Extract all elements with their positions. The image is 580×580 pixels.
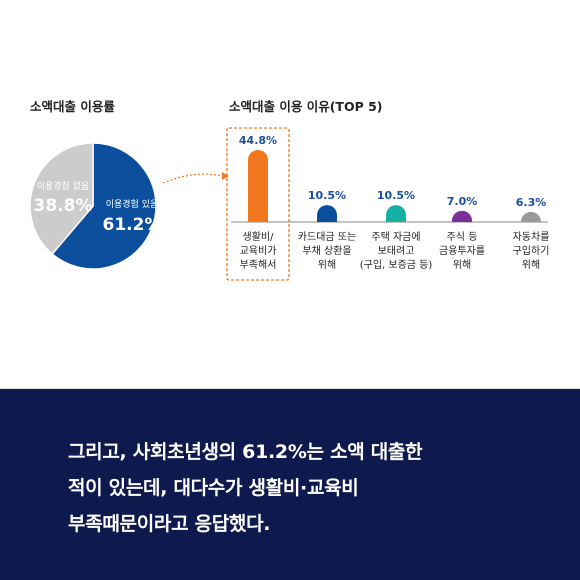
bar-category-line: 생활비/ xyxy=(243,230,275,243)
caption-line-2: 적이 있는데, 대다수가 생활비·교육비 xyxy=(68,477,359,499)
chart-panel: 소액대출 이용률 소액대출 이용 이유(TOP 5) 이용경험 있음 61.2% 이… xyxy=(0,99,580,389)
pie-chart: 이용경험 있음 61.2% 이용경험 없음 38.8% xyxy=(29,142,229,270)
bar-category-line: 금융투자를 xyxy=(439,245,485,257)
pie-to-bar-connector xyxy=(162,173,223,184)
bar-category-line: 부족해서 xyxy=(240,258,277,271)
pie-slice xyxy=(29,142,94,256)
bar-chart-title: 소액대출 이용 이유(TOP 5) xyxy=(229,99,383,114)
bar xyxy=(248,150,268,222)
bar-value-label: 10.5% xyxy=(308,189,346,202)
bar-category-line: 구입하기 xyxy=(513,244,550,257)
bar-category-label: 자동차를 구입하기 위해 xyxy=(513,231,550,271)
caption-line-3: 부족때문이라고 응답했다. xyxy=(68,513,271,535)
bar-category-line: 보태려고 xyxy=(378,245,415,257)
caption-line-1: 그리고, 사회초년생의 61.2%는 소액 대출한 xyxy=(68,441,423,463)
bar-category-line: 카드대금 또는 xyxy=(298,231,356,243)
bar xyxy=(521,211,541,222)
bar-category-line: 주택 자금에 xyxy=(371,231,420,243)
connector-arrowhead xyxy=(222,172,229,180)
pie-slice-value: 61.2% xyxy=(103,215,162,235)
bar-category-line: 주식 등 xyxy=(447,231,478,243)
bar-category-label: 생활비/교육비가 부족해서 xyxy=(240,230,277,271)
highlight-box xyxy=(226,127,290,281)
bar-category-line: 위해 xyxy=(522,258,540,271)
bar xyxy=(452,210,472,222)
bar xyxy=(386,205,406,222)
bar-category-line: 부채 상환을 xyxy=(302,245,351,257)
bar-category-line: 위해 xyxy=(318,258,336,271)
pie-slice-label: 이용경험 있음 xyxy=(106,198,159,210)
bar-category-line: (구입, 보증금 등) xyxy=(360,258,433,271)
pie-slice-label: 이용경험 없음 xyxy=(37,180,90,192)
bar-value-label: 10.5% xyxy=(377,189,415,202)
bar-value-label: 44.8% xyxy=(239,134,277,147)
bar xyxy=(317,205,337,222)
bar-category-line: 자동차를 xyxy=(513,231,550,243)
pie-slice-value: 38.8% xyxy=(34,196,93,216)
bar-value-label: 6.3% xyxy=(516,196,547,209)
bar-value-label: 7.0% xyxy=(447,195,478,208)
pie-slice xyxy=(51,142,157,270)
caption-banner: 그리고, 사회초년생의 61.2%는 소액 대출한 적이 있는데, 대다수가 생… xyxy=(0,389,580,580)
bar-category-line: 위해 xyxy=(453,258,471,271)
bar-category-line: 교육비가 xyxy=(240,245,277,257)
pie-chart-title: 소액대출 이용률 xyxy=(30,99,115,114)
